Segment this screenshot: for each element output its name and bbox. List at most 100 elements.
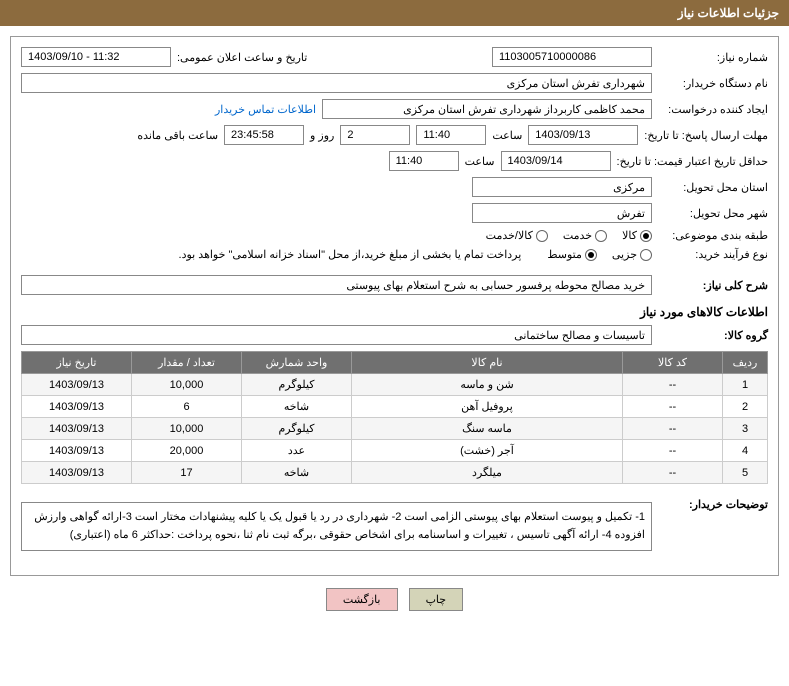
province-value: مرکزی (472, 177, 652, 197)
cell-code: -- (623, 462, 723, 484)
desc-value: خرید مصالح محوطه پرفسور حسابی به شرح است… (21, 275, 652, 295)
row-deadline: مهلت ارسال پاسخ: تا تاریخ: 1403/09/13 سا… (21, 125, 768, 145)
cell-date: 1403/09/13 (22, 418, 132, 440)
city-label: شهر محل تحویل: (658, 207, 768, 220)
cell-row: 5 (723, 462, 768, 484)
announce-label: تاریخ و ساعت اعلان عمومی: (177, 51, 307, 64)
th-unit: واحد شمارش (242, 352, 352, 374)
validity-label: حداقل تاریخ اعتبار قیمت: تا تاریخ: (617, 155, 768, 168)
row-validity: حداقل تاریخ اعتبار قیمت: تا تاریخ: 1403/… (21, 151, 768, 171)
province-label: استان محل تحویل: (658, 181, 768, 194)
process-radios: جزیی متوسط (547, 248, 652, 261)
group-label: گروه کالا: (658, 329, 768, 342)
contact-link[interactable]: اطلاعات تماس خریدار (215, 103, 316, 116)
deadline-time: 11:40 (416, 125, 486, 145)
cell-unit: کیلوگرم (242, 418, 352, 440)
announce-value: 1403/09/10 - 11:32 (21, 47, 171, 67)
cell-name: پروفیل آهن (352, 396, 623, 418)
row-city: شهر محل تحویل: تفرش (21, 203, 768, 223)
buyer-org-label: نام دستگاه خریدار: (658, 77, 768, 90)
main-form: شماره نیاز: 1103005710000086 تاریخ و ساع… (10, 36, 779, 576)
buyer-org-value: شهرداری تفرش استان مرکزی (21, 73, 652, 93)
goods-table: ردیف کد کالا نام کالا واحد شمارش تعداد /… (21, 351, 768, 484)
table-row: 5--میلگردشاخه171403/09/13 (22, 462, 768, 484)
print-button[interactable]: چاپ (409, 588, 464, 611)
cell-name: آجر (خشت) (352, 440, 623, 462)
radio-small[interactable]: جزیی (612, 248, 652, 261)
payment-note: پرداخت تمام یا بخشی از مبلغ خرید،از محل … (179, 248, 522, 261)
deadline-label: مهلت ارسال پاسخ: تا تاریخ: (644, 129, 768, 142)
cell-name: ماسه سنگ (352, 418, 623, 440)
row-category: طبقه بندی موضوعی: کالا خدمت کالا/خدمت (21, 229, 768, 242)
days-label: روز و (310, 129, 334, 142)
buyer-notes-label: توضیحات خریدار: (658, 494, 768, 511)
cell-unit: شاخه (242, 396, 352, 418)
time-label-2: ساعت (465, 155, 495, 168)
back-button[interactable]: بازگشت (326, 588, 398, 611)
cell-unit: کیلوگرم (242, 374, 352, 396)
need-no-value: 1103005710000086 (492, 47, 652, 67)
cell-name: میلگرد (352, 462, 623, 484)
row-description: شرح کلی نیاز: خرید مصالح محوطه پرفسور حس… (21, 275, 768, 295)
days-value: 2 (340, 125, 410, 145)
cell-row: 4 (723, 440, 768, 462)
row-province: استان محل تحویل: مرکزی (21, 177, 768, 197)
table-row: 2--پروفیل آهنشاخه61403/09/13 (22, 396, 768, 418)
countdown: 23:45:58 (224, 125, 304, 145)
remain-label: ساعت باقی مانده (137, 129, 218, 142)
cell-name: شن و ماسه (352, 374, 623, 396)
table-row: 3--ماسه سنگکیلوگرم10,0001403/09/13 (22, 418, 768, 440)
cell-unit: شاخه (242, 462, 352, 484)
deadline-date: 1403/09/13 (528, 125, 638, 145)
cell-code: -- (623, 440, 723, 462)
table-row: 1--شن و ماسهکیلوگرم10,0001403/09/13 (22, 374, 768, 396)
goods-section-title: اطلاعات کالاهای مورد نیاز (21, 305, 768, 319)
requester-label: ایجاد کننده درخواست: (658, 103, 768, 116)
row-need-number: شماره نیاز: 1103005710000086 تاریخ و ساع… (21, 47, 768, 67)
city-value: تفرش (472, 203, 652, 223)
group-value: تاسیسات و مصالح ساختمانی (21, 325, 652, 345)
category-radios: کالا خدمت کالا/خدمت (486, 229, 652, 242)
cell-qty: 6 (132, 396, 242, 418)
cell-date: 1403/09/13 (22, 440, 132, 462)
row-process: نوع فرآیند خرید: جزیی متوسط پرداخت تمام … (21, 248, 768, 261)
radio-both[interactable]: کالا/خدمت (486, 229, 548, 242)
radio-service[interactable]: خدمت (563, 229, 607, 242)
category-label: طبقه بندی موضوعی: (658, 229, 768, 242)
th-date: تاریخ نیاز (22, 352, 132, 374)
desc-label: شرح کلی نیاز: (658, 279, 768, 292)
cell-unit: عدد (242, 440, 352, 462)
radio-medium[interactable]: متوسط (547, 248, 597, 261)
cell-row: 3 (723, 418, 768, 440)
cell-qty: 10,000 (132, 418, 242, 440)
row-group: گروه کالا: تاسیسات و مصالح ساختمانی (21, 325, 768, 345)
time-label-1: ساعت (492, 129, 522, 142)
button-row: چاپ بازگشت (0, 588, 789, 611)
cell-date: 1403/09/13 (22, 374, 132, 396)
need-no-label: شماره نیاز: (658, 51, 768, 64)
row-buyer-notes: توضیحات خریدار: 1- تکمیل و پیوست استعلام… (21, 494, 768, 559)
page-title: جزئیات اطلاعات نیاز (678, 6, 779, 20)
validity-time: 11:40 (389, 151, 459, 171)
row-buyer-org: نام دستگاه خریدار: شهرداری تفرش استان مر… (21, 73, 768, 93)
cell-code: -- (623, 374, 723, 396)
cell-qty: 20,000 (132, 440, 242, 462)
cell-code: -- (623, 418, 723, 440)
cell-row: 1 (723, 374, 768, 396)
row-requester: ایجاد کننده درخواست: محمد کاظمی کاربرداز… (21, 99, 768, 119)
th-code: کد کالا (623, 352, 723, 374)
validity-date: 1403/09/14 (501, 151, 611, 171)
th-name: نام کالا (352, 352, 623, 374)
cell-date: 1403/09/13 (22, 396, 132, 418)
cell-qty: 17 (132, 462, 242, 484)
cell-date: 1403/09/13 (22, 462, 132, 484)
cell-qty: 10,000 (132, 374, 242, 396)
requester-value: محمد کاظمی کاربرداز شهرداری تفرش استان م… (322, 99, 652, 119)
cell-code: -- (623, 396, 723, 418)
process-label: نوع فرآیند خرید: (658, 248, 768, 261)
cell-row: 2 (723, 396, 768, 418)
buyer-notes-value: 1- تکمیل و پیوست استعلام بهای پیوستی الز… (21, 502, 652, 551)
radio-goods[interactable]: کالا (622, 229, 652, 242)
table-row: 4--آجر (خشت)عدد20,0001403/09/13 (22, 440, 768, 462)
th-row: ردیف (723, 352, 768, 374)
